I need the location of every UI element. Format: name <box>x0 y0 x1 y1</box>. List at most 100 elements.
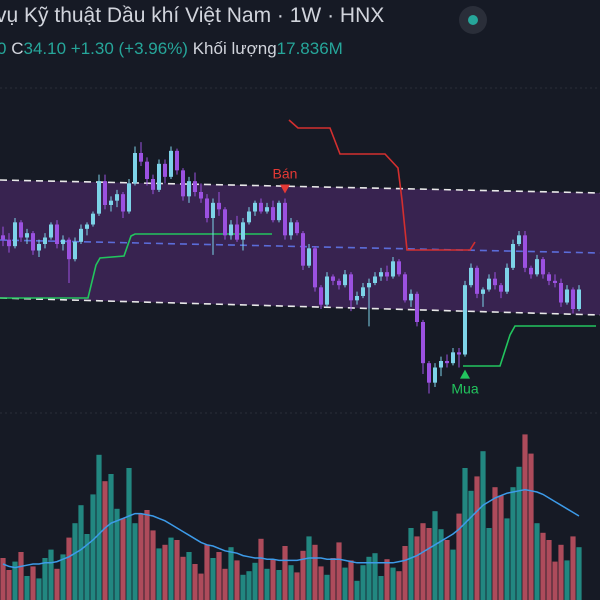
candle-body <box>73 241 77 260</box>
volume-bar <box>114 508 120 600</box>
volume-bar <box>174 540 180 600</box>
candle <box>55 220 59 249</box>
volume-bar <box>498 495 504 600</box>
candle <box>73 237 77 262</box>
candle-body <box>541 259 545 275</box>
candle <box>487 274 491 292</box>
buy-arrow-icon <box>460 369 470 379</box>
candle-body <box>1 235 5 240</box>
volume-bar <box>462 468 468 600</box>
volume-bar <box>312 544 318 600</box>
candle <box>157 159 161 192</box>
candle-body <box>523 235 527 268</box>
candle <box>571 287 575 314</box>
volume-bar <box>486 528 492 600</box>
volume-bar <box>450 549 456 600</box>
volume-bar <box>474 476 480 600</box>
candle <box>133 146 137 186</box>
volume-bar <box>276 570 282 600</box>
volume-bar <box>138 513 144 600</box>
volume-bar <box>102 481 108 600</box>
candle-body <box>151 179 155 190</box>
volume-bar <box>420 523 426 600</box>
candle-body <box>301 233 305 266</box>
candle <box>25 228 29 244</box>
open-value-tail: 0 <box>0 39 7 58</box>
candle <box>43 233 47 249</box>
candle-body <box>61 239 65 244</box>
volume-bar <box>162 544 168 600</box>
candle <box>391 257 395 279</box>
candle <box>433 363 437 387</box>
candle <box>457 348 461 368</box>
volume-bar <box>348 560 354 600</box>
candle <box>259 198 263 214</box>
volume-bar <box>42 558 48 600</box>
volume-bar <box>468 490 474 600</box>
candle <box>427 361 431 394</box>
candle-body <box>31 233 35 251</box>
volume-bar <box>570 536 576 600</box>
candle-body <box>535 259 539 275</box>
candle-body <box>493 278 497 286</box>
candle <box>439 356 443 377</box>
candle <box>13 218 17 249</box>
status-dot-icon <box>468 15 478 25</box>
sell-signal-label: Bán <box>273 166 298 182</box>
candle <box>313 246 317 292</box>
candle-body <box>241 222 245 240</box>
candle-body <box>571 289 575 309</box>
trend-channel <box>0 180 600 315</box>
candle <box>289 218 293 240</box>
candle <box>211 198 215 255</box>
candle <box>463 280 467 357</box>
candle-body <box>439 361 443 368</box>
candle <box>265 202 269 214</box>
candle-body <box>349 274 353 301</box>
candle-body <box>193 181 197 192</box>
volume-bar <box>18 552 24 600</box>
volume-bar <box>516 466 522 600</box>
candle <box>181 168 185 201</box>
volume-bar <box>228 547 234 600</box>
volume-bar <box>30 566 36 600</box>
volume-bar <box>330 558 336 600</box>
candle <box>319 285 323 309</box>
candle-body <box>361 287 365 296</box>
candle <box>565 285 569 305</box>
candle <box>367 278 371 327</box>
volume-bar <box>432 511 438 600</box>
market-status-indicator[interactable] <box>459 6 487 34</box>
candle <box>547 272 551 286</box>
close-label: C <box>11 39 24 58</box>
candle <box>19 220 23 242</box>
volume-bar <box>534 523 540 600</box>
candle-body <box>265 207 269 212</box>
volume-bar <box>84 534 90 600</box>
volume-bar <box>198 573 204 600</box>
candle-body <box>229 224 233 236</box>
candle-body <box>7 239 11 247</box>
volume-bar <box>270 559 276 600</box>
volume-bar <box>0 558 6 600</box>
candle-body <box>25 233 29 238</box>
volume-bar <box>192 564 198 600</box>
candle-body <box>481 289 485 294</box>
candle <box>421 319 425 374</box>
volume-bar <box>60 554 66 600</box>
candle-body <box>457 352 461 355</box>
volume-bar <box>180 556 186 600</box>
candle-body <box>553 280 557 283</box>
volume-bar <box>216 552 222 600</box>
candle <box>97 174 101 216</box>
candle <box>217 192 221 216</box>
candle-body <box>433 367 437 383</box>
candle-body <box>187 181 191 197</box>
candle <box>175 148 179 175</box>
candle <box>169 146 173 179</box>
volume-bar <box>414 536 420 600</box>
candle-body <box>421 322 425 364</box>
candle-body <box>205 198 209 218</box>
volume-bar <box>306 536 312 600</box>
